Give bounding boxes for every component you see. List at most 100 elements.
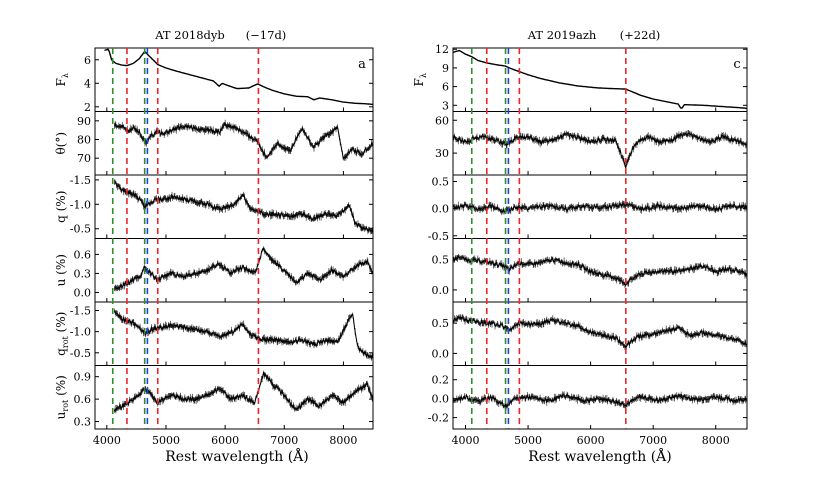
right-row-4-series-line [452,315,747,348]
right-row-0: 3 6 9 12 Fλ [412,43,748,112]
left-row-2-ytick-label-0: -0.5 [70,223,91,236]
right-row-1-ytick-label-0: 30 [435,147,449,160]
panel-left: AT 2018dyb (−17d) 2 4 6 Fλ 70 80 90 θ(°) -0.5 -1.… [54,28,374,465]
left-row-3-series-line [114,247,374,289]
right-row-3-ytick-label-0: 0.0 [432,284,450,297]
left-xtick-label-4: 8000 [329,434,357,447]
left-row-4-frame [94,301,374,366]
left-row-4-ytick-label-1: -1.0 [70,326,91,339]
panel-right-phase: (+22d) [620,28,661,42]
right-row-3-series-line [452,253,747,286]
left-row-1-ytick-label-0: 70 [77,152,91,165]
left-panel-tag: a [358,57,366,72]
left-xtick-label-0: 4000 [93,434,121,447]
left-row-3-ylabel: u (%) [54,254,68,286]
right-row-5-ytick-label-0: -0.2 [428,412,449,425]
right-row-0-series-line [452,49,748,110]
left-row-2-ylabel: q (%) [54,191,68,223]
right-row-5-frame [452,365,748,430]
right-row-3-frame [452,238,748,303]
left-row-2-ytick-label-2: -1.5 [70,174,91,187]
left-row-1: 70 80 90 θ(°) [54,111,374,176]
left-row-0-frame [94,47,374,112]
left-row-5-ytick-label-2: 0.9 [74,371,92,384]
left-row-3-ytick-label-2: 0.6 [74,248,92,261]
left-row-3-ytick-label-1: 0.3 [74,267,92,280]
right-xtick-label-4: 8000 [702,434,730,447]
right-row-5-series-line [452,393,747,408]
left-row-4-series-line [114,310,374,360]
left-row-3: 0.0 0.3 0.6 u (%) [54,238,374,303]
right-row-1-series-line [452,131,747,169]
right-row-2-series-line [452,202,747,215]
left-xtick-label-1: 5000 [152,434,180,447]
right-row-2-ytick-label-0: -0.5 [428,230,449,243]
right-row-1-error-bars [452,129,747,170]
right-row-3-ytick-label-1: 0.5 [432,254,450,267]
panel-left-xlabel: Rest wavelength (Å) [165,447,308,465]
right-row-5-ytick-label-2: 0.2 [432,374,450,387]
right-row-5-ytick-label-1: 0.0 [432,393,450,406]
right-row-0-ytick-label-3: 12 [435,43,449,56]
right-row-0-ylabel: Fλ [412,73,428,86]
left-row-0: 2 4 6 Fλ [54,47,374,114]
left-row-4-ytick-label-0: -0.5 [70,347,91,360]
left-row-1-error-bars [114,119,374,161]
left-row-4-error-bars [114,308,374,361]
left-row-0-ytick-label-2: 6 [84,54,91,67]
panel-left-title: AT 2018dyb [154,28,225,42]
left-xtick-label-2: 6000 [211,434,239,447]
left-row-0-series-line [104,48,374,106]
right-row-3-error-bars [452,254,747,289]
right-row-0-ytick-label-2: 9 [442,62,449,75]
left-row-5-ylabel: urot (%) [54,375,70,419]
right-row-5: -0.2 0.0 0.2 [428,365,748,430]
right-row-4-ytick-label-1: 0.5 [432,317,450,330]
left-row-1-frame [94,111,374,176]
left-row-5-ytick-label-0: 0.3 [74,416,92,429]
panel-right-plot-area: 3 6 9 12 Fλ 30 60 -0.5 0.0 0.5 0.0 0.5 0.0 0.5 -0.2 0.0… [412,43,748,447]
left-row-0-ytick-label-1: 4 [84,77,91,90]
right-row-1: 30 60 [435,111,748,176]
panel-right: AT 2019azh (+22d) 36912Fλ3060-0.50.00.50… [412,28,748,465]
left-row-5: 0.3 0.6 0.9 urot (%) [54,365,374,430]
right-xtick-label-0: 4000 [452,434,480,447]
left-xtick-label-3: 7000 [270,434,298,447]
left-row-1-ytick-label-2: 90 [77,115,91,128]
right-row-2-ytick-label-2: 0.5 [432,176,450,189]
left-row-1-ylabel: θ(°) [54,132,68,155]
left-row-2-series-line [114,181,374,234]
left-row-1-ytick-label-1: 80 [77,134,91,147]
right-row-4: 0.0 0.5 [432,301,748,366]
right-row-0-frame [452,47,748,112]
left-row-0-ylabel: Fλ [54,73,70,86]
left-row-4-ytick-label-2: -1.5 [70,304,91,317]
left-row-5-error-bars [114,370,374,414]
right-xtick-label-3: 7000 [639,434,667,447]
left-row-5-ytick-label-1: 0.6 [74,393,92,406]
right-row-4-ytick-label-0: 0.0 [432,347,450,360]
left-row-1-series-line [114,121,374,159]
right-row-0-ytick-label-0: 3 [442,99,449,112]
left-row-4-ylabel: qrot (%) [54,312,70,356]
left-row-3-ytick-label-0: 0.0 [74,286,92,299]
left-row-2-error-bars [114,179,374,235]
left-row-2: -0.5 -1.0 -1.5q (%) [54,174,374,239]
right-xtick-label-1: 5000 [514,434,542,447]
right-row-1-ytick-label-1: 60 [435,114,449,127]
left-row-2-ytick-label-1: -1.0 [70,198,91,211]
panel-left-phase: (−17d) [246,28,287,42]
right-row-2-ytick-label-1: 0.0 [432,203,450,216]
panel-right-xlabel: Rest wavelength (Å) [528,447,671,465]
right-xtick-label-2: 6000 [577,434,605,447]
right-row-4-error-bars [452,314,747,350]
left-row-5-frame [94,365,374,430]
right-panel-tag: c [733,57,740,72]
left-row-0-ytick-label-0: 2 [84,101,91,114]
right-row-0-ytick-label-1: 6 [442,81,449,94]
panel-right-title: AT 2019azh [527,28,597,42]
right-row-3: 0.0 0.5 [432,238,748,303]
